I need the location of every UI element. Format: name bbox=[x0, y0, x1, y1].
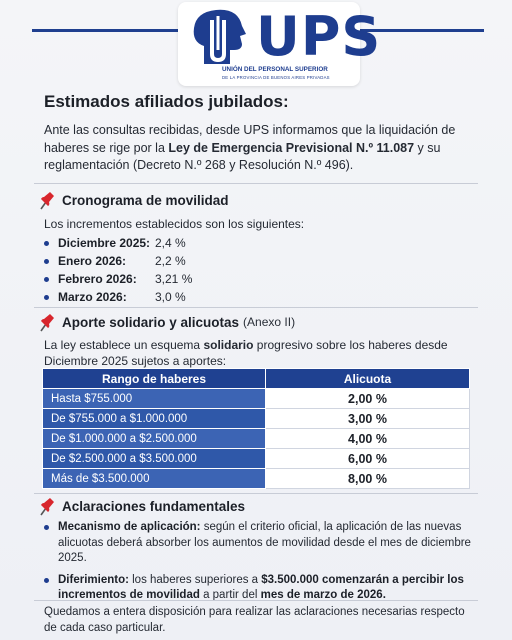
aclaracion-text: Mecanismo de aplicación: según el criter… bbox=[58, 520, 474, 567]
divider bbox=[34, 307, 478, 308]
section-aporte-note: (Anexo II) bbox=[243, 315, 296, 329]
table-row: Más de $3.500.000 8,00 % bbox=[42, 468, 470, 489]
rate-cell: 6,00 % bbox=[265, 448, 470, 469]
bullet bbox=[44, 294, 49, 300]
intro-text-1: Ante las consultas recibidas, desde UPS … bbox=[44, 123, 456, 155]
month-value: 3,21 % bbox=[155, 272, 193, 286]
alicuotas-table: Rango de haberes Alicuota Hasta $755.000… bbox=[42, 368, 470, 489]
aclaracion-2-text-1: los haberes superiores a bbox=[128, 573, 262, 586]
rate-cell: 8,00 % bbox=[265, 468, 470, 489]
aporte-lead-2: progresivo sobre los haberes desde Dicie… bbox=[44, 338, 448, 368]
month-label: Diciembre 2025: bbox=[58, 236, 151, 250]
closing-text: Quedamos a entera disposición para reali… bbox=[44, 606, 465, 634]
head-profile-icon bbox=[193, 9, 246, 65]
aclaracion-2-text-2: a partir del bbox=[199, 589, 261, 601]
bullet bbox=[44, 276, 49, 282]
aclaraciones-list: Mecanismo de aplicación: según el criter… bbox=[44, 520, 474, 610]
logo-tagline: DE LA PROVINCIA DE BUENOS AIRES PRIVADAS bbox=[222, 75, 330, 80]
aporte-lead: La ley establece un esquema solidario pr… bbox=[44, 337, 474, 369]
intro-law: Ley de Emergencia Previsional N.º 11.087 bbox=[168, 140, 415, 155]
header-rule-right bbox=[360, 29, 484, 32]
aclaracion-1-text: según el criterio oficial, la aplicación… bbox=[58, 521, 471, 564]
logo-wordmark: UPS bbox=[256, 5, 382, 68]
table-header-row: Rango de haberes Alicuota bbox=[42, 368, 470, 389]
list-item: Enero 2026: 2,2 % bbox=[44, 252, 344, 270]
aclaracion-2-label: Diferimiento: bbox=[58, 573, 129, 586]
list-item: Mecanismo de aplicación: según el criter… bbox=[44, 520, 474, 567]
range-cell: Más de $3.500.000 bbox=[42, 468, 266, 489]
table-row: De $755.000 a $1.000.000 3,00 % bbox=[42, 408, 470, 429]
list-item: Marzo 2026: 3,0 % bbox=[44, 288, 344, 306]
section-aclaraciones-title: Aclaraciones fundamentales bbox=[62, 498, 246, 514]
aporte-lead-1: La ley establece un esquema bbox=[44, 338, 204, 352]
month-value: 2,4 % bbox=[155, 236, 186, 250]
bullet bbox=[44, 577, 49, 583]
range-cell: Hasta $755.000 bbox=[42, 388, 266, 409]
divider bbox=[34, 600, 478, 601]
header-rule-left bbox=[32, 29, 180, 32]
rate-cell: 2,00 % bbox=[265, 388, 470, 409]
logo-subtitle: UNIÓN DEL PERSONAL SUPERIOR bbox=[222, 66, 328, 73]
month-value: 2,2 % bbox=[155, 254, 186, 268]
aclaracion-1-label: Mecanismo de aplicación: bbox=[58, 521, 201, 533]
list-item: Diferimiento: los haberes superiores a $… bbox=[44, 573, 474, 604]
header: UPS UNIÓN DEL PERSONAL SUPERIOR DE LA PR… bbox=[0, 0, 512, 88]
aclaracion-text: Diferimiento: los haberes superiores a $… bbox=[58, 573, 474, 604]
month-value: 3,0 % bbox=[155, 290, 186, 304]
bullet bbox=[44, 525, 49, 530]
bullet bbox=[44, 240, 49, 246]
pushpin-icon bbox=[40, 192, 54, 210]
section-aporte-header: Aporte solidario y alicuotas (Anexo II) bbox=[38, 312, 295, 332]
range-cell: De $1.000.000 a $2.500.000 bbox=[42, 428, 266, 449]
movilidad-list: Diciembre 2025: 2,4 % Enero 2026: 2,2 % Fe… bbox=[44, 234, 344, 306]
section-cronograma-header: Cronograma de movilidad bbox=[38, 190, 229, 210]
column-header-rango: Rango de haberes bbox=[42, 368, 266, 389]
aclaracion-2-bold-2: mes de marzo de 2026. bbox=[260, 589, 386, 601]
rate-cell: 4,00 % bbox=[265, 428, 470, 449]
month-label: Enero 2026: bbox=[58, 254, 127, 268]
divider bbox=[34, 183, 478, 184]
intro-text-2: y su reglamentación (Decreto N.º 268 y R… bbox=[44, 140, 441, 173]
aclaracion-2-bold-1: $3.500.000 comenzarán a percibir los inc… bbox=[58, 573, 464, 602]
table-row: Hasta $755.000 2,00 % bbox=[42, 388, 470, 409]
table-row: De $1.000.000 a $2.500.000 4,00 % bbox=[42, 428, 470, 449]
section-aporte-title: Aporte solidario y alicuotas bbox=[62, 314, 240, 330]
bullet bbox=[44, 258, 49, 264]
page-title: Estimados afiliados jubilados: bbox=[44, 92, 289, 111]
column-header-alicuota: Alicuota bbox=[265, 368, 470, 389]
month-label: Marzo 2026: bbox=[58, 290, 127, 304]
section-aclaraciones-header: Aclaraciones fundamentales bbox=[38, 496, 245, 516]
month-label: Febrero 2026: bbox=[58, 272, 137, 286]
list-item: Diciembre 2025: 2,4 % bbox=[44, 234, 344, 252]
ups-logo: UPS UNIÓN DEL PERSONAL SUPERIOR DE LA PR… bbox=[178, 2, 380, 86]
aporte-lead-bold: solidario bbox=[203, 338, 254, 352]
range-cell: De $2.500.000 a $3.500.000 bbox=[42, 448, 266, 469]
pushpin-icon bbox=[40, 498, 54, 516]
intro-paragraph: Ante las consultas recibidas, desde UPS … bbox=[44, 122, 474, 175]
pushpin-icon bbox=[40, 314, 54, 332]
range-cell: De $755.000 a $1.000.000 bbox=[42, 408, 266, 429]
cronograma-lead: Los incrementos establecidos son los sig… bbox=[44, 217, 305, 231]
list-item: Febrero 2026: 3,21 % bbox=[44, 270, 344, 288]
divider bbox=[34, 493, 478, 494]
section-cronograma-title: Cronograma de movilidad bbox=[62, 192, 229, 208]
table-row: De $2.500.000 a $3.500.000 6,00 % bbox=[42, 448, 470, 469]
rate-cell: 3,00 % bbox=[265, 408, 470, 429]
